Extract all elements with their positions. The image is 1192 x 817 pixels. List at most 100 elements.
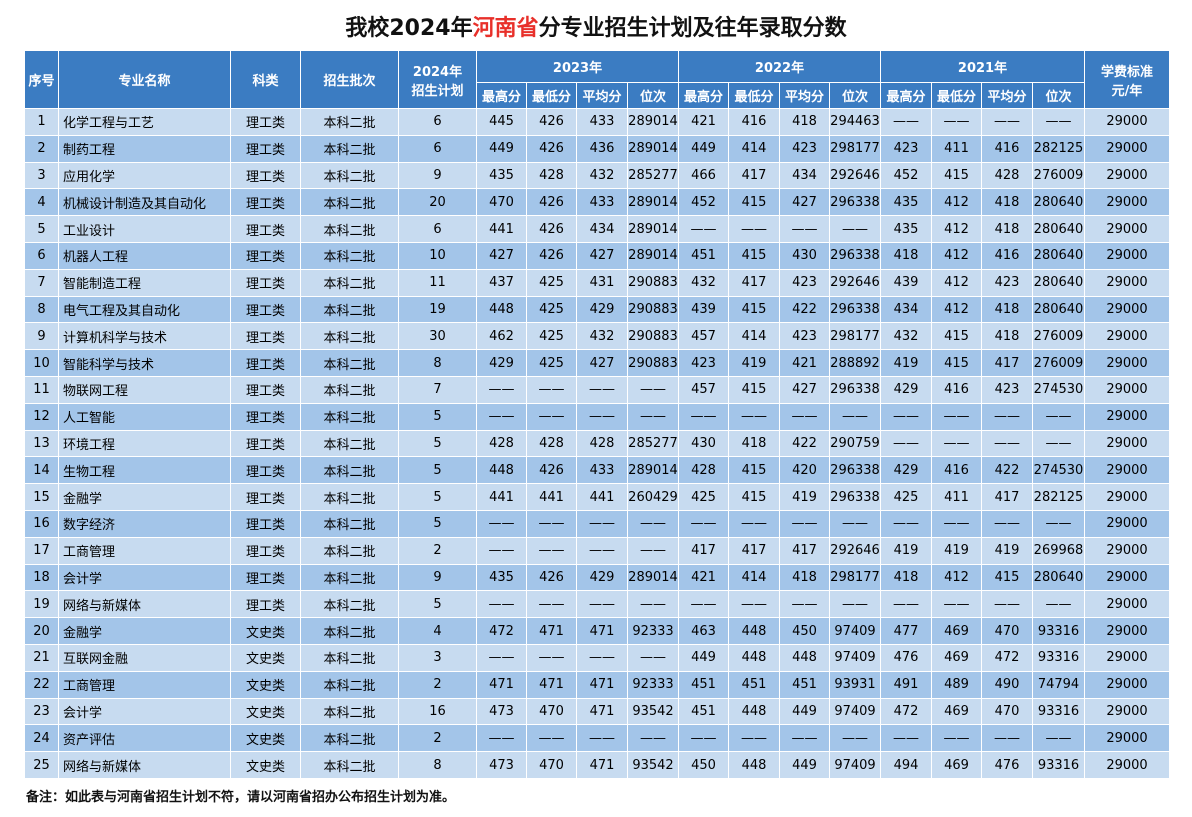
- cell: 97409: [829, 617, 881, 645]
- cell: ——: [981, 108, 1033, 136]
- cell: 428: [476, 429, 527, 458]
- cell: 425: [526, 295, 577, 324]
- table-row: 10 智能科学与技术 理工类 本科二批 8 429 425 427 290883 423 419 42…: [24, 349, 1170, 377]
- cell: 432: [880, 322, 932, 351]
- table-row: 8 电气工程及其自动化 理工类 本科二批 19 448 425 429 290883 439 415…: [24, 295, 1170, 324]
- cell: 289014: [627, 188, 679, 217]
- cell: 10: [398, 241, 477, 270]
- cell: 451: [728, 670, 780, 699]
- cell: 412: [931, 268, 982, 297]
- cell: 289014: [627, 456, 679, 485]
- title-text: 我校2024年: [345, 16, 473, 41]
- cell: 426: [526, 108, 577, 136]
- header-cell: 2024年 招生计划: [398, 50, 477, 109]
- cell: 本科二批: [300, 563, 399, 592]
- cell: ——: [880, 108, 932, 136]
- cell: 417: [728, 536, 780, 565]
- cell: ——: [1032, 429, 1085, 458]
- header-cell: 2023年: [476, 50, 679, 83]
- cell: 29000: [1084, 375, 1170, 404]
- cell: 449: [779, 751, 830, 779]
- cell: 本科二批: [300, 268, 399, 297]
- cell: 429: [576, 563, 628, 592]
- note: 备注：如此表与河南省招生计划不符，请以河南省招办公布招生计划为准。: [26, 790, 456, 805]
- cell: 296338: [829, 456, 881, 485]
- cell: ——: [931, 724, 982, 753]
- cell: 理工类: [230, 563, 301, 592]
- cell: 415: [728, 483, 780, 511]
- cell: 280640: [1032, 215, 1085, 243]
- cell: 29000: [1084, 108, 1170, 136]
- cell: 本科二批: [300, 402, 399, 431]
- cell: 本科二批: [300, 295, 399, 324]
- cell: 417: [728, 268, 780, 297]
- cell: 432: [576, 322, 628, 351]
- cell: ——: [627, 375, 679, 404]
- cell: 5: [398, 402, 477, 431]
- header-cell: 最高分: [880, 82, 932, 109]
- cell: 427: [779, 188, 830, 217]
- score-table: 序号 专业名称 科类 招生批次 2024年 招生计划 2023年 2022年 2021年 学费标准…: [24, 50, 1170, 779]
- cell: 290883: [627, 268, 679, 297]
- cell: ——: [476, 724, 527, 753]
- cell: 296338: [829, 188, 881, 217]
- cell: 2: [24, 134, 59, 163]
- table-row: 12 人工智能 理工类 本科二批 5 —— —— —— —— —— —— —— —— —— —— —— —— 29…: [24, 402, 1170, 431]
- header-cell: 最低分: [728, 82, 780, 109]
- cell: 280640: [1032, 188, 1085, 217]
- cell: 工商管理: [58, 536, 231, 565]
- cell: 应用化学: [58, 161, 231, 190]
- cell: 296338: [829, 241, 881, 270]
- cell: 415: [728, 241, 780, 270]
- table-row: 7 智能制造工程 理工类 本科二批 11 437 425 431 290883 432 417 423…: [24, 268, 1170, 297]
- cell: 415: [981, 563, 1033, 592]
- cell: 433: [576, 108, 628, 136]
- cell: 理工类: [230, 509, 301, 538]
- cell: 470: [981, 697, 1033, 726]
- cell: 418: [880, 563, 932, 592]
- header-line: 招生计划: [411, 83, 464, 99]
- cell: 1: [24, 108, 59, 136]
- cell: 本科二批: [300, 429, 399, 458]
- cell: 412: [931, 241, 982, 270]
- cell: 生物工程: [58, 456, 231, 485]
- cell: 469: [931, 617, 982, 645]
- cell: 93316: [1032, 697, 1085, 726]
- cell: 421: [678, 563, 729, 592]
- cell: 机械设计制造及其自动化: [58, 188, 231, 217]
- cell: 29000: [1084, 590, 1170, 619]
- cell: 448: [728, 643, 780, 672]
- cell: 本科二批: [300, 375, 399, 404]
- cell: 本科二批: [300, 134, 399, 163]
- cell: ——: [678, 215, 729, 243]
- cell: ——: [931, 509, 982, 538]
- cell: ——: [779, 590, 830, 619]
- cell: 2: [398, 724, 477, 753]
- cell: 436: [576, 134, 628, 163]
- cell: 29000: [1084, 188, 1170, 217]
- cell: 理工类: [230, 161, 301, 190]
- cell: 471: [526, 670, 577, 699]
- cell: 416: [981, 134, 1033, 163]
- cell: 429: [576, 295, 628, 324]
- cell: 16: [398, 697, 477, 726]
- cell: 419: [931, 536, 982, 565]
- table-row: 25 网络与新媒体 文史类 本科二批 8 473 470 471 93542 450 448 449 9…: [24, 751, 1170, 779]
- cell: ——: [576, 536, 628, 565]
- cell: 441: [476, 215, 527, 243]
- cell: 449: [779, 697, 830, 726]
- cell: 425: [880, 483, 932, 511]
- cell: 29000: [1084, 268, 1170, 297]
- cell: 29000: [1084, 483, 1170, 511]
- table-row: 16 数字经济 理工类 本科二批 5 —— —— —— —— —— —— —— —— —— —— —— —— 29…: [24, 509, 1170, 538]
- cell: 8: [398, 751, 477, 779]
- cell: 93316: [1032, 617, 1085, 645]
- cell: 14: [24, 456, 59, 485]
- cell: ——: [931, 402, 982, 431]
- cell: 本科二批: [300, 751, 399, 779]
- cell: 415: [728, 456, 780, 485]
- cell: ——: [779, 402, 830, 431]
- cell: 423: [779, 268, 830, 297]
- cell: ——: [627, 509, 679, 538]
- table-body: 1 化学工程与工艺 理工类 本科二批 6 445 426 433 289014 421 416 418…: [24, 108, 1170, 779]
